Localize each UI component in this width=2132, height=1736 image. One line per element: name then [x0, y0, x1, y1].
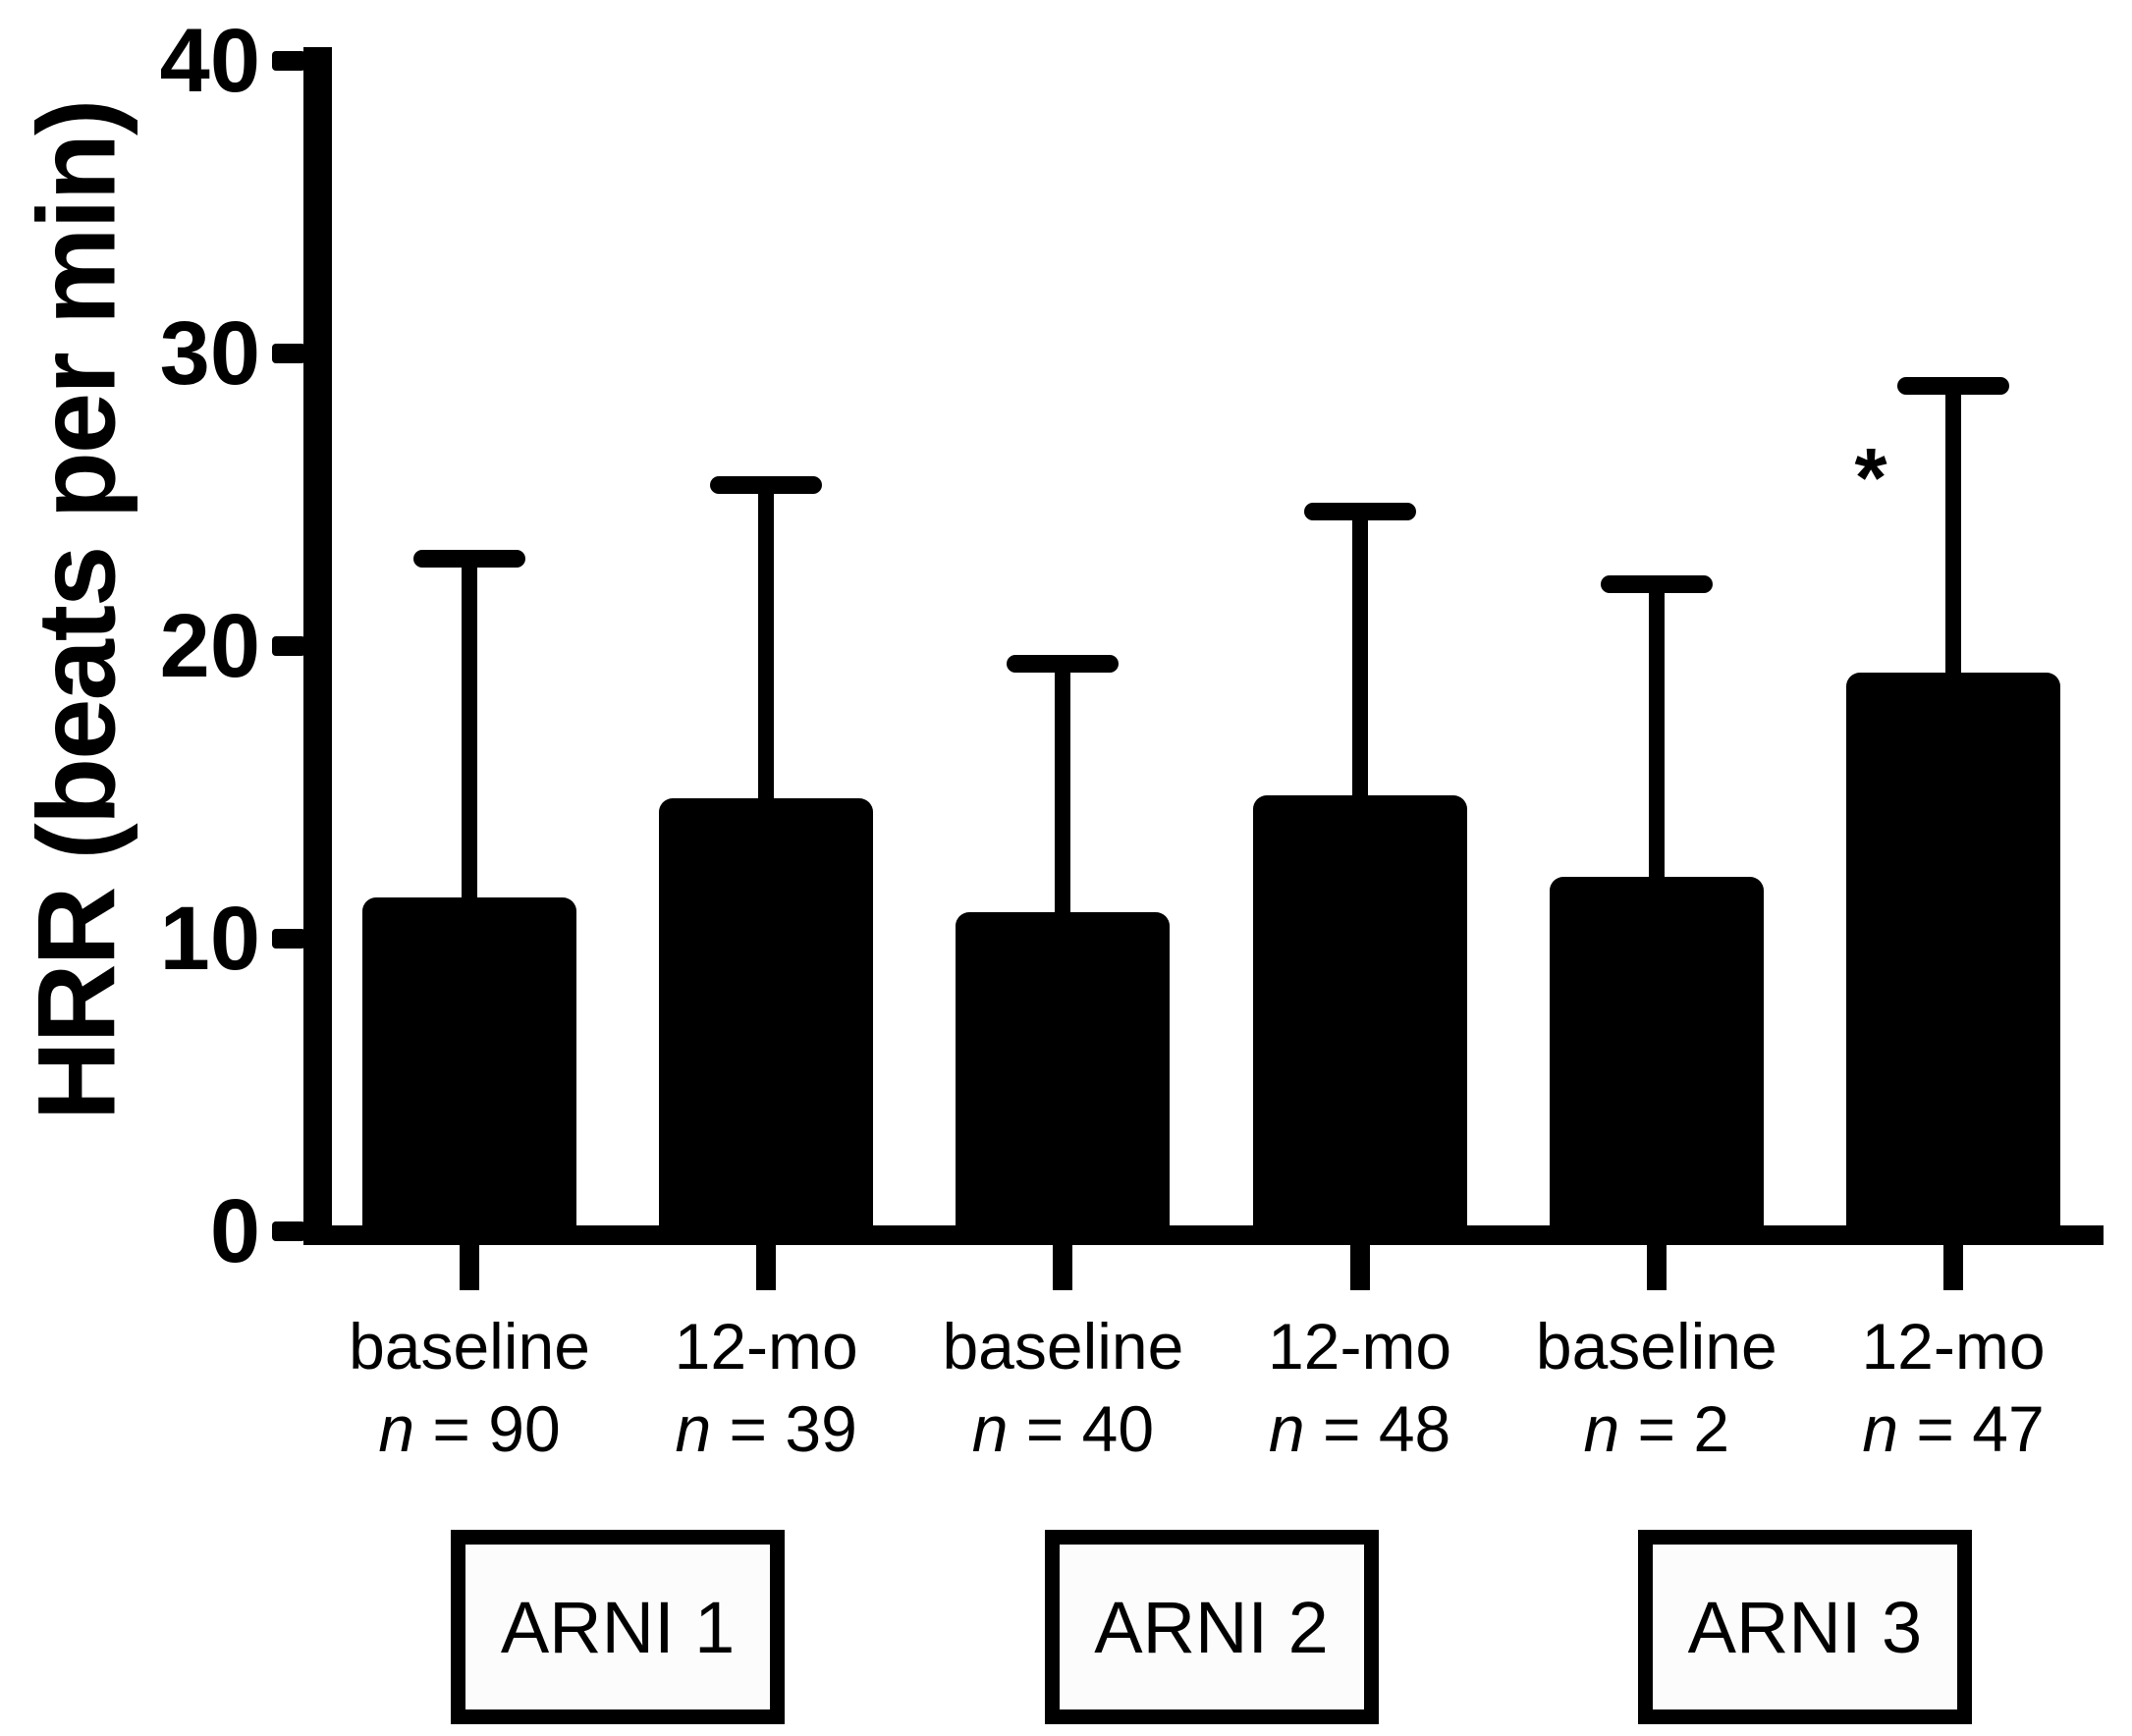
- x-label-n: n = 40: [915, 1396, 1210, 1461]
- bar-12-mo-arni-1: [659, 797, 874, 1239]
- x-tick-mark: [1349, 1245, 1370, 1290]
- group-label-box-arni-2: ARNI 2: [1044, 1530, 1379, 1724]
- error-bar-stem-12-mo-arni-2: [1351, 511, 1368, 815]
- bar-baseline-arni-2: [956, 912, 1171, 1239]
- error-bar-stem-baseline-arni-2: [1055, 663, 1071, 933]
- n-value: = 48: [1304, 1392, 1451, 1465]
- bar-baseline-arni-1: [362, 897, 576, 1239]
- bar-baseline-arni-3: [1549, 877, 1764, 1239]
- n-value: = 40: [1008, 1392, 1155, 1465]
- y-tick-label: 40: [159, 11, 260, 111]
- x-label-timepoint: baseline: [1535, 1310, 1777, 1383]
- y-tick-mark: [272, 929, 305, 949]
- error-bar-stem-12-mo-arni-1: [758, 485, 775, 818]
- y-tick-label: 0: [209, 1181, 260, 1281]
- x-label-timepoint: baseline: [349, 1310, 590, 1383]
- error-bar-stem-12-mo-arni-3: [1945, 385, 1961, 692]
- x-label-timepoint: 12-mo: [1861, 1310, 2046, 1383]
- bar-12-mo-arni-2: [1252, 794, 1467, 1239]
- n-variable: n: [378, 1392, 415, 1465]
- y-tick-label: 10: [159, 889, 260, 989]
- x-tick-mark: [460, 1245, 479, 1290]
- x-label-n: n = 90: [322, 1396, 617, 1461]
- x-label-timepoint: 12-mo: [1268, 1310, 1452, 1383]
- x-tick-mark: [1943, 1245, 1963, 1290]
- x-label-n: n = 2: [1509, 1396, 1804, 1461]
- error-bar-cap-12-mo-arni-3: [1897, 376, 2009, 395]
- x-label-n: n = 48: [1213, 1396, 1507, 1461]
- x-label-timepoint: baseline: [942, 1310, 1184, 1383]
- y-axis-line: [303, 47, 332, 1245]
- error-bar-cap-12-mo-arni-1: [710, 476, 823, 495]
- y-tick-label: 30: [159, 303, 260, 404]
- n-variable: n: [1268, 1392, 1305, 1465]
- bar-12-mo-arni-3: [1846, 672, 2060, 1239]
- n-variable: n: [971, 1392, 1009, 1465]
- error-bar-stem-baseline-arni-3: [1648, 584, 1665, 897]
- y-tick-mark: [272, 636, 305, 656]
- error-bar-cap-baseline-arni-2: [1007, 654, 1120, 673]
- n-value: = 47: [1898, 1392, 2045, 1465]
- n-variable: n: [675, 1392, 712, 1465]
- y-tick-label: 20: [159, 596, 260, 696]
- y-tick-mark: [272, 344, 305, 363]
- x-tick-mark: [1646, 1245, 1667, 1290]
- x-label-timepoint: 12-mo: [674, 1310, 858, 1383]
- error-bar-cap-baseline-arni-3: [1600, 575, 1713, 594]
- n-value: = 90: [414, 1392, 561, 1465]
- group-label-box-arni-3: ARNI 3: [1637, 1530, 1972, 1724]
- error-bar-cap-12-mo-arni-2: [1303, 502, 1416, 520]
- group-label-box-arni-1: ARNI 1: [451, 1530, 786, 1724]
- y-tick-mark: [272, 51, 305, 71]
- error-bar-cap-baseline-arni-1: [413, 549, 525, 568]
- n-variable: n: [1862, 1392, 1899, 1465]
- x-label-n: n = 47: [1806, 1396, 2101, 1461]
- n-value: = 2: [1619, 1392, 1730, 1465]
- y-tick-mark: [272, 1221, 305, 1241]
- n-variable: n: [1583, 1392, 1620, 1465]
- x-tick-mark: [756, 1245, 777, 1290]
- x-tick-mark: [1053, 1245, 1073, 1290]
- error-bar-stem-baseline-arni-1: [462, 558, 477, 918]
- x-label-n: n = 39: [619, 1396, 913, 1461]
- n-value: = 39: [711, 1392, 857, 1465]
